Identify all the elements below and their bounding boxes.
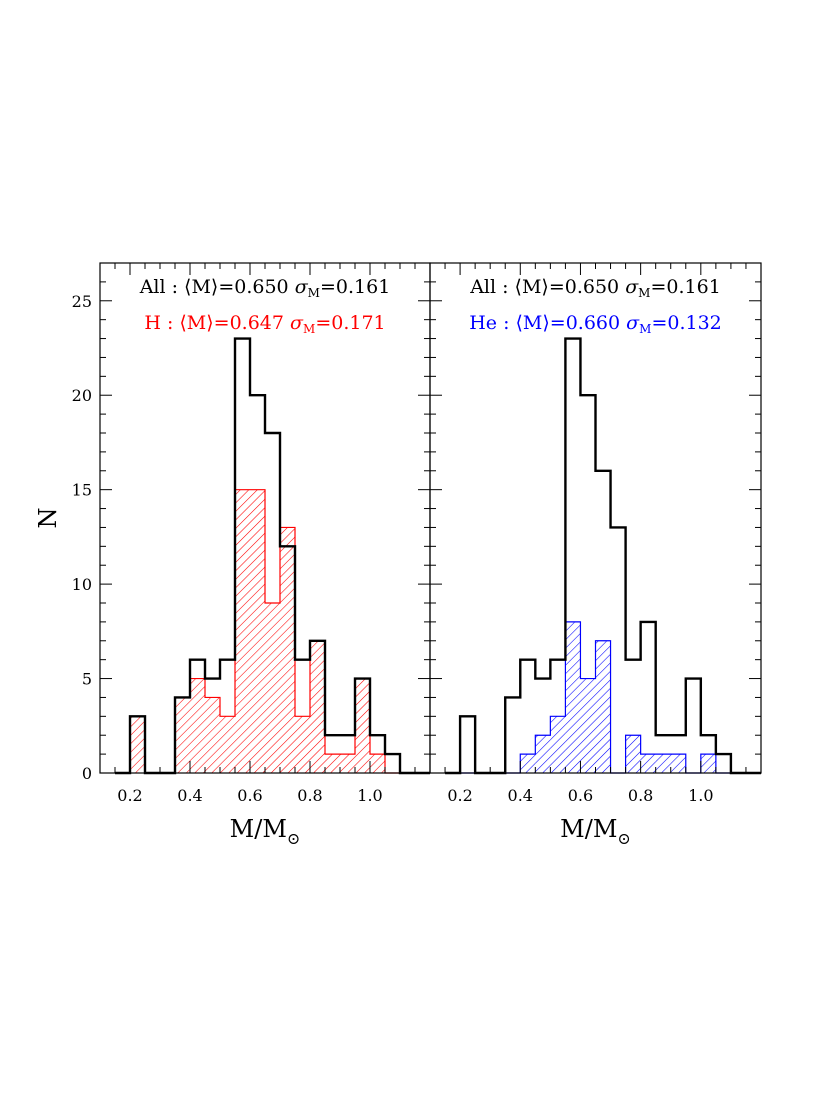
stats-annotation-all: All : ⟨M⟩=0.650 σM=0.161	[469, 276, 721, 300]
y-tick-label: 0	[82, 764, 92, 783]
hatched-bar	[535, 735, 551, 773]
hatched-bar	[340, 754, 355, 773]
x-tick-label: 1.0	[688, 786, 713, 805]
y-tick-label: 10	[72, 575, 92, 594]
x-tick-label: 0.2	[117, 786, 142, 805]
x-tick-label: 1.0	[357, 786, 382, 805]
hatched-bar	[565, 621, 581, 773]
y-tick-label: 25	[72, 292, 92, 311]
hatched-bar	[295, 716, 310, 773]
hatched-bar	[175, 697, 190, 773]
hatched-bar	[580, 678, 596, 773]
x-tick-label: 0.6	[237, 786, 262, 805]
y-axis-label: N	[34, 508, 62, 529]
stats-annotation-all: All : ⟨M⟩=0.650 σM=0.161	[139, 276, 391, 300]
hatched-bar	[520, 754, 536, 773]
hatched-bar	[640, 754, 656, 773]
hatched-bar	[280, 527, 295, 773]
hatched-bar	[370, 754, 385, 773]
hatched-bar	[220, 716, 235, 773]
x-tick-label: 0.6	[568, 786, 593, 805]
x-axis-label: M/M⊙	[230, 815, 301, 848]
stats-annotation-h: H : ⟨M⟩=0.647 σM=0.171	[144, 312, 385, 336]
all-histogram-outline	[115, 337, 430, 775]
x-tick-label: 0.2	[447, 786, 472, 805]
y-tick-label: 5	[82, 670, 92, 689]
hatched-bar	[310, 640, 325, 773]
hatched-bar	[205, 697, 220, 773]
hatched-bar	[235, 489, 250, 773]
x-axis-label: M/M⊙	[560, 815, 631, 848]
y-tick-label: 20	[72, 386, 92, 405]
hatched-bar	[190, 678, 205, 773]
x-tick-label: 0.8	[628, 786, 653, 805]
all-histogram-outline	[445, 337, 761, 775]
x-tick-label: 0.4	[508, 786, 533, 805]
stats-annotation-he: He : ⟨M⟩=0.660 σM=0.132	[469, 312, 722, 336]
hatched-bar	[655, 754, 671, 773]
x-tick-label: 0.8	[297, 786, 322, 805]
hatched-bar	[355, 678, 370, 773]
hatched-bar	[670, 754, 686, 773]
hatched-bar	[625, 735, 641, 773]
hatched-bar	[700, 754, 716, 773]
hatched-bar	[550, 716, 566, 773]
hatched-bar	[325, 754, 340, 773]
hatched-bar	[250, 489, 265, 773]
y-tick-label: 15	[72, 481, 92, 500]
hatched-bar	[265, 603, 280, 773]
hatched-bar	[130, 716, 145, 773]
right-panel: 0.2 0.4 0.6 0.8 1.0 M/M⊙ All : ⟨M⟩=0.650 σM=0.…	[429, 262, 762, 848]
left-panel: 0.2 0.4 0.6 0.8 1.0 0 5 10 15 20 25 N M/M⊙ All : ⟨M⟩=…	[34, 262, 431, 848]
x-tick-label: 0.4	[177, 786, 202, 805]
hatched-bar	[595, 640, 611, 773]
